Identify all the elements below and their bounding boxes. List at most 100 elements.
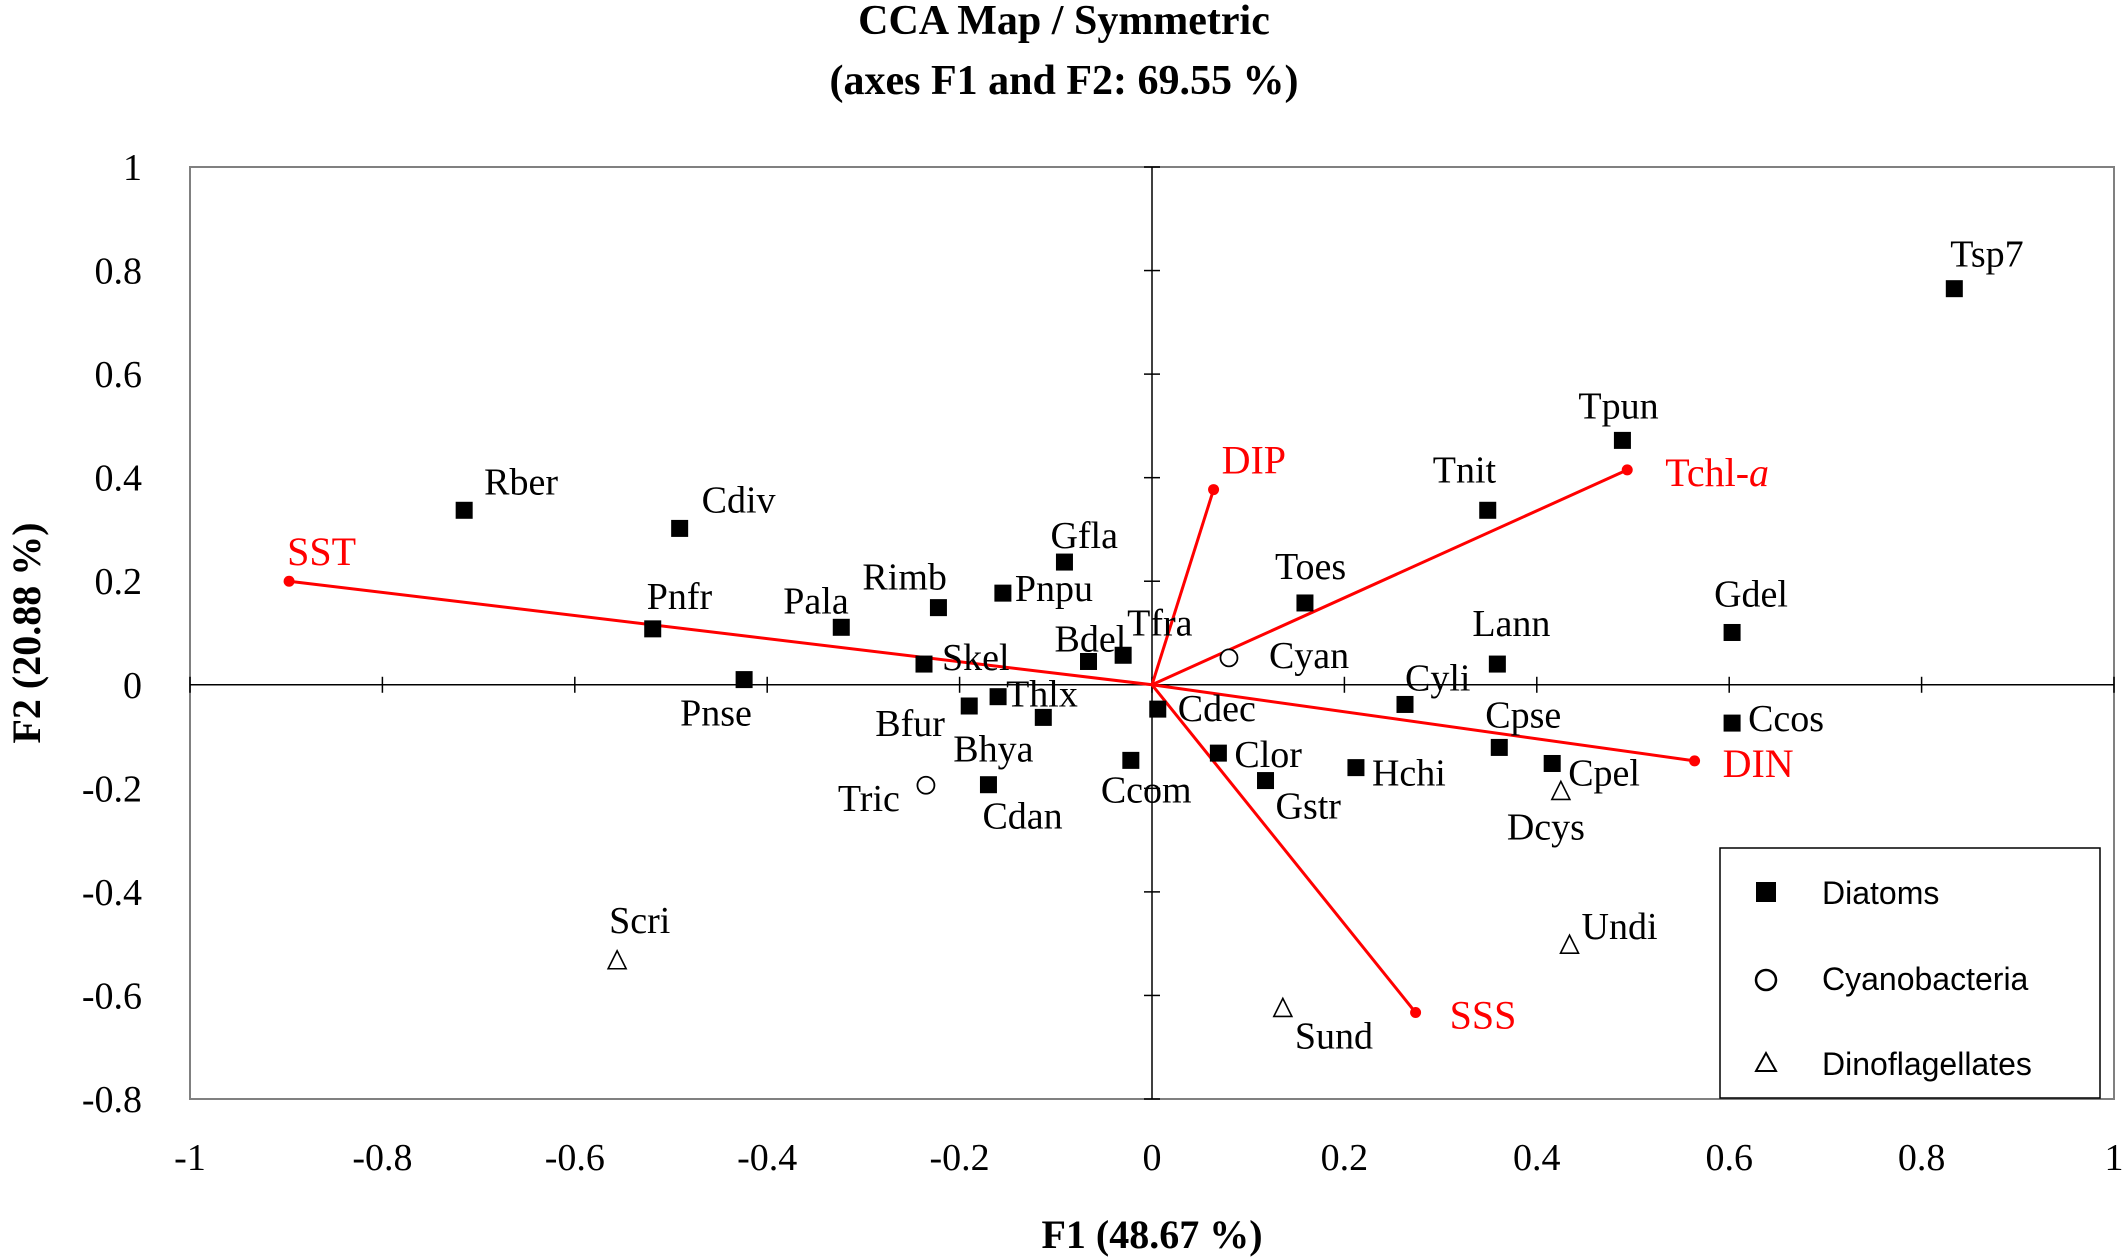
point-toes-label: Toes <box>1275 546 1346 588</box>
legend-label-diatoms: Diatoms <box>1822 875 1939 911</box>
y-tick-label: 0.2 <box>95 561 143 603</box>
point-pala-label: Pala <box>783 580 849 622</box>
point-cyan-label: Cyan <box>1269 635 1349 677</box>
point-rimb-marker <box>929 599 947 617</box>
x-tick-label: -0.6 <box>545 1137 605 1179</box>
point-rber-label: Rber <box>484 461 558 503</box>
point-cpse-marker <box>1490 738 1508 756</box>
point-cdiv-marker <box>671 519 689 537</box>
point-tnit-label: Tnit <box>1433 449 1497 491</box>
x-tick-label: 1 <box>2105 1137 2124 1179</box>
legend-box <box>1719 847 2101 1099</box>
point-cyli-label: Cyli <box>1405 657 1470 699</box>
vector-tip-sst <box>283 575 295 587</box>
x-tick-label: 0.2 <box>1321 1137 1369 1179</box>
point-dcys-label: Dcys <box>1507 806 1585 848</box>
vector-label-italic: a <box>1749 450 1769 495</box>
vector-label-dip: DIP <box>1222 438 1286 483</box>
point-pnfr-marker <box>644 620 662 638</box>
point-gdel-marker <box>1723 623 1741 641</box>
point-sund-marker <box>1272 996 1294 1018</box>
x-axis-title: F1 (48.67 %) <box>1041 1212 1262 1257</box>
point-ccom-label: Ccom <box>1101 769 1192 811</box>
x-tick-label: -0.2 <box>930 1137 990 1179</box>
legend-label-dinoflagellates: Dinoflagellates <box>1822 1046 2032 1082</box>
vector-tip-dip <box>1208 484 1220 496</box>
y-tick-label: 0.6 <box>95 354 143 396</box>
point-tnit-marker <box>1479 501 1497 519</box>
point-dcys-marker <box>1550 779 1572 801</box>
x-tick-label: 0.6 <box>1705 1137 1753 1179</box>
point-tsp7-label: Tsp7 <box>1950 234 2023 276</box>
tick-labels: -1 -0.8 -0.6 -0.4 -0.2 0 0.2 0.4 0.6 0.8 1 1 0.8 0.6 0… <box>82 147 2124 1179</box>
point-tfra-marker <box>1114 646 1132 664</box>
point-gstr-label: Gstr <box>1276 786 1342 828</box>
point-cdan-label: Cdan <box>982 796 1062 838</box>
point-bdel-label: Bdel <box>1055 618 1127 660</box>
y-tick-label: 0 <box>123 665 142 707</box>
chart-title: CCA Map / Symmetric <box>858 0 1270 44</box>
point-clor-marker <box>1209 744 1227 762</box>
vector-sss <box>1150 683 1417 1014</box>
point-rimb-label: Rimb <box>862 557 946 599</box>
x-tick-label: -0.4 <box>737 1137 797 1179</box>
vector-label-sss: SSS <box>1450 993 1517 1038</box>
legend: Diatoms Cyanobacteria Dinoflagellates <box>1719 847 2101 1099</box>
x-tick-label: -0.8 <box>352 1137 412 1179</box>
y-tick-label: -0.8 <box>82 1079 142 1121</box>
point-lann-label: Lann <box>1472 603 1550 645</box>
vector-label-sst: SST <box>287 529 356 574</box>
vector-sst <box>288 579 1153 687</box>
point-cyli-marker <box>1396 695 1414 713</box>
vector-tip-tchl <box>1621 464 1633 476</box>
point-thlx-marker <box>989 688 1007 706</box>
point-tpun-label: Tpun <box>1578 385 1658 427</box>
point-pnfr-label: Pnfr <box>647 576 713 618</box>
point-undi-label: Undi <box>1582 906 1658 948</box>
legend-triangle-icon <box>1754 1050 1778 1072</box>
y-tick-label: -0.4 <box>82 872 142 914</box>
point-ccos-marker <box>1723 714 1741 732</box>
vector-label-din: DIN <box>1723 741 1794 786</box>
point-skel-label: Skel <box>942 637 1010 679</box>
y-tick-label: -0.6 <box>82 975 142 1017</box>
point-tpun-marker <box>1613 431 1631 449</box>
y-tick-label: 0.8 <box>95 251 143 293</box>
point-bhya-label: Bhya <box>953 728 1033 770</box>
point-bfur-label: Bfur <box>875 703 945 745</box>
vector-tip-din <box>1689 755 1701 767</box>
point-pnse-label: Pnse <box>680 693 752 735</box>
point-undi-marker <box>1559 933 1580 955</box>
x-tick-label: 0.8 <box>1898 1137 1946 1179</box>
point-pnse-marker <box>735 671 753 689</box>
point-scri-label: Scri <box>609 900 670 942</box>
point-gstr-marker <box>1257 772 1275 790</box>
vector-dip <box>1150 489 1215 686</box>
point-bdel-marker <box>1080 652 1098 670</box>
y-axis-title: F2 (20.88 %) <box>4 522 49 743</box>
point-cpse-label: Cpse <box>1485 694 1561 736</box>
point-cdec-label: Cdec <box>1178 688 1256 730</box>
point-gfla-label: Gfla <box>1050 515 1118 557</box>
x-tick-label: 0 <box>1143 1137 1162 1179</box>
point-ccos-label: Ccos <box>1748 698 1824 740</box>
point-bhya-marker <box>1034 708 1052 726</box>
point-clor-label: Clor <box>1234 734 1302 776</box>
point-cpel-label: Cpel <box>1568 752 1640 794</box>
point-pnpu-label: Pnpu <box>1015 568 1093 610</box>
legend-square-icon <box>1756 882 1776 902</box>
point-lann-marker <box>1488 655 1506 673</box>
point-tfra-label: Tfra <box>1127 602 1193 644</box>
point-thlx-label: Thlx <box>1006 674 1078 716</box>
point-cpel-marker <box>1543 754 1561 772</box>
point-cdiv-label: Cdiv <box>702 479 776 521</box>
legend-label-cyanobacteria: Cyanobacteria <box>1822 961 2029 997</box>
point-tsp7-marker <box>1945 280 1963 298</box>
point-tric-label: Tric <box>838 778 900 820</box>
point-skel-marker <box>915 655 933 673</box>
point-hchi-label: Hchi <box>1372 753 1446 795</box>
y-tick-label: 0.4 <box>95 458 143 500</box>
point-gfla-marker <box>1055 553 1073 571</box>
